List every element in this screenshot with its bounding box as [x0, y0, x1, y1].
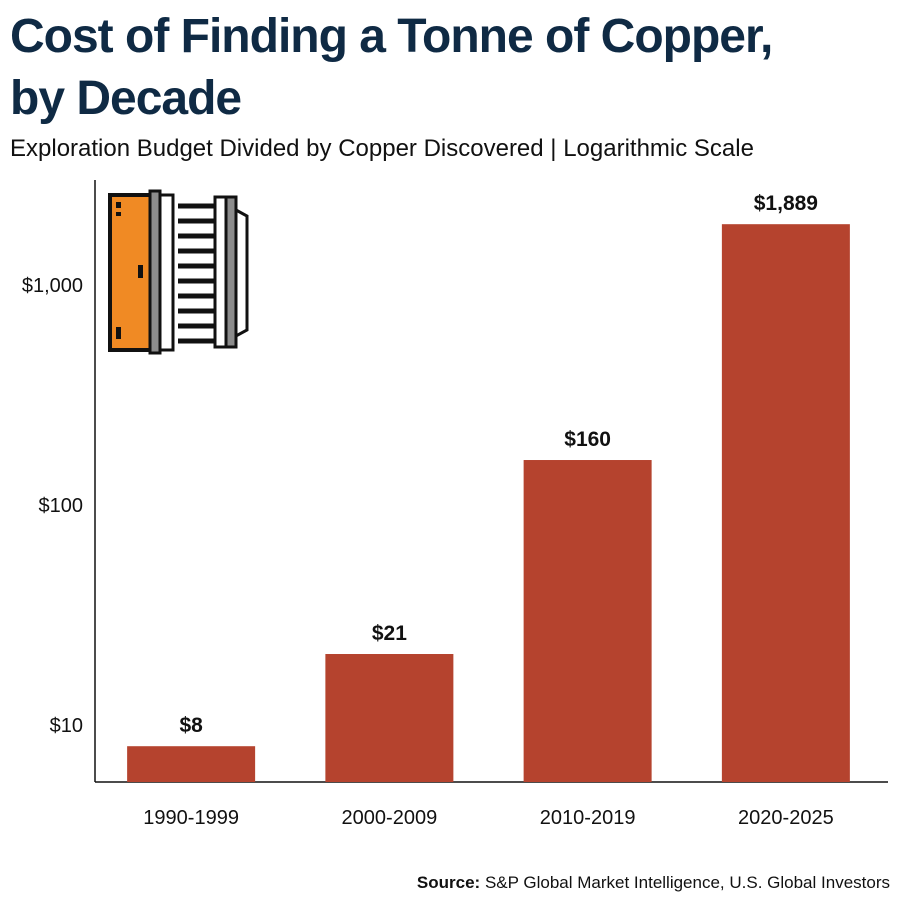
chart-title: Cost of Finding a Tonne of Copper, by De… — [10, 6, 890, 130]
bar — [325, 654, 454, 782]
icon-frame — [158, 193, 175, 352]
source-text: S&P Global Market Intelligence, U.S. Glo… — [480, 873, 890, 892]
icon-dot — [138, 265, 143, 278]
bars-group — [127, 224, 850, 782]
icon-dot — [116, 327, 121, 339]
icon-end-cap — [234, 207, 249, 339]
y-tick-label: $100 — [39, 495, 84, 517]
x-tick-label: 1990-1999 — [143, 807, 239, 829]
bar — [523, 460, 652, 782]
icon-dot — [116, 212, 121, 216]
x-tick-label: 2020-2025 — [738, 807, 834, 829]
bar-chart: $10 $100 $1,000 $8 1990-1999 $21 2000-2009 $16… — [22, 180, 888, 829]
icon-dot — [116, 202, 121, 208]
x-tick-label: 2010-2019 — [540, 807, 636, 829]
copper-coil-icon — [108, 189, 249, 355]
data-label: $160 — [564, 428, 611, 451]
data-label: $1,889 — [754, 192, 818, 215]
bar — [127, 746, 256, 782]
data-label: $21 — [372, 622, 407, 645]
data-label: $8 — [179, 714, 203, 737]
y-tick-label: $1,000 — [22, 275, 83, 297]
icon-frame — [213, 195, 228, 349]
title-line-2: by Decade — [10, 72, 242, 125]
labels-group: $8 1990-1999 $21 2000-2009 $160 2010-2019 $1,8… — [143, 192, 833, 829]
source-note: Source: S&P Global Market Intelligence, … — [417, 873, 890, 893]
y-tick-label: $10 — [50, 715, 83, 737]
x-tick-label: 2000-2009 — [342, 807, 438, 829]
source-label: Source: — [416, 873, 481, 892]
title-line-1: Cost of Finding a Tonne of Copper, — [10, 10, 773, 63]
chart-subtitle: Exploration Budget Divided by Copper Dis… — [10, 135, 754, 162]
bar — [721, 224, 850, 782]
icon-orange-block — [108, 193, 154, 352]
